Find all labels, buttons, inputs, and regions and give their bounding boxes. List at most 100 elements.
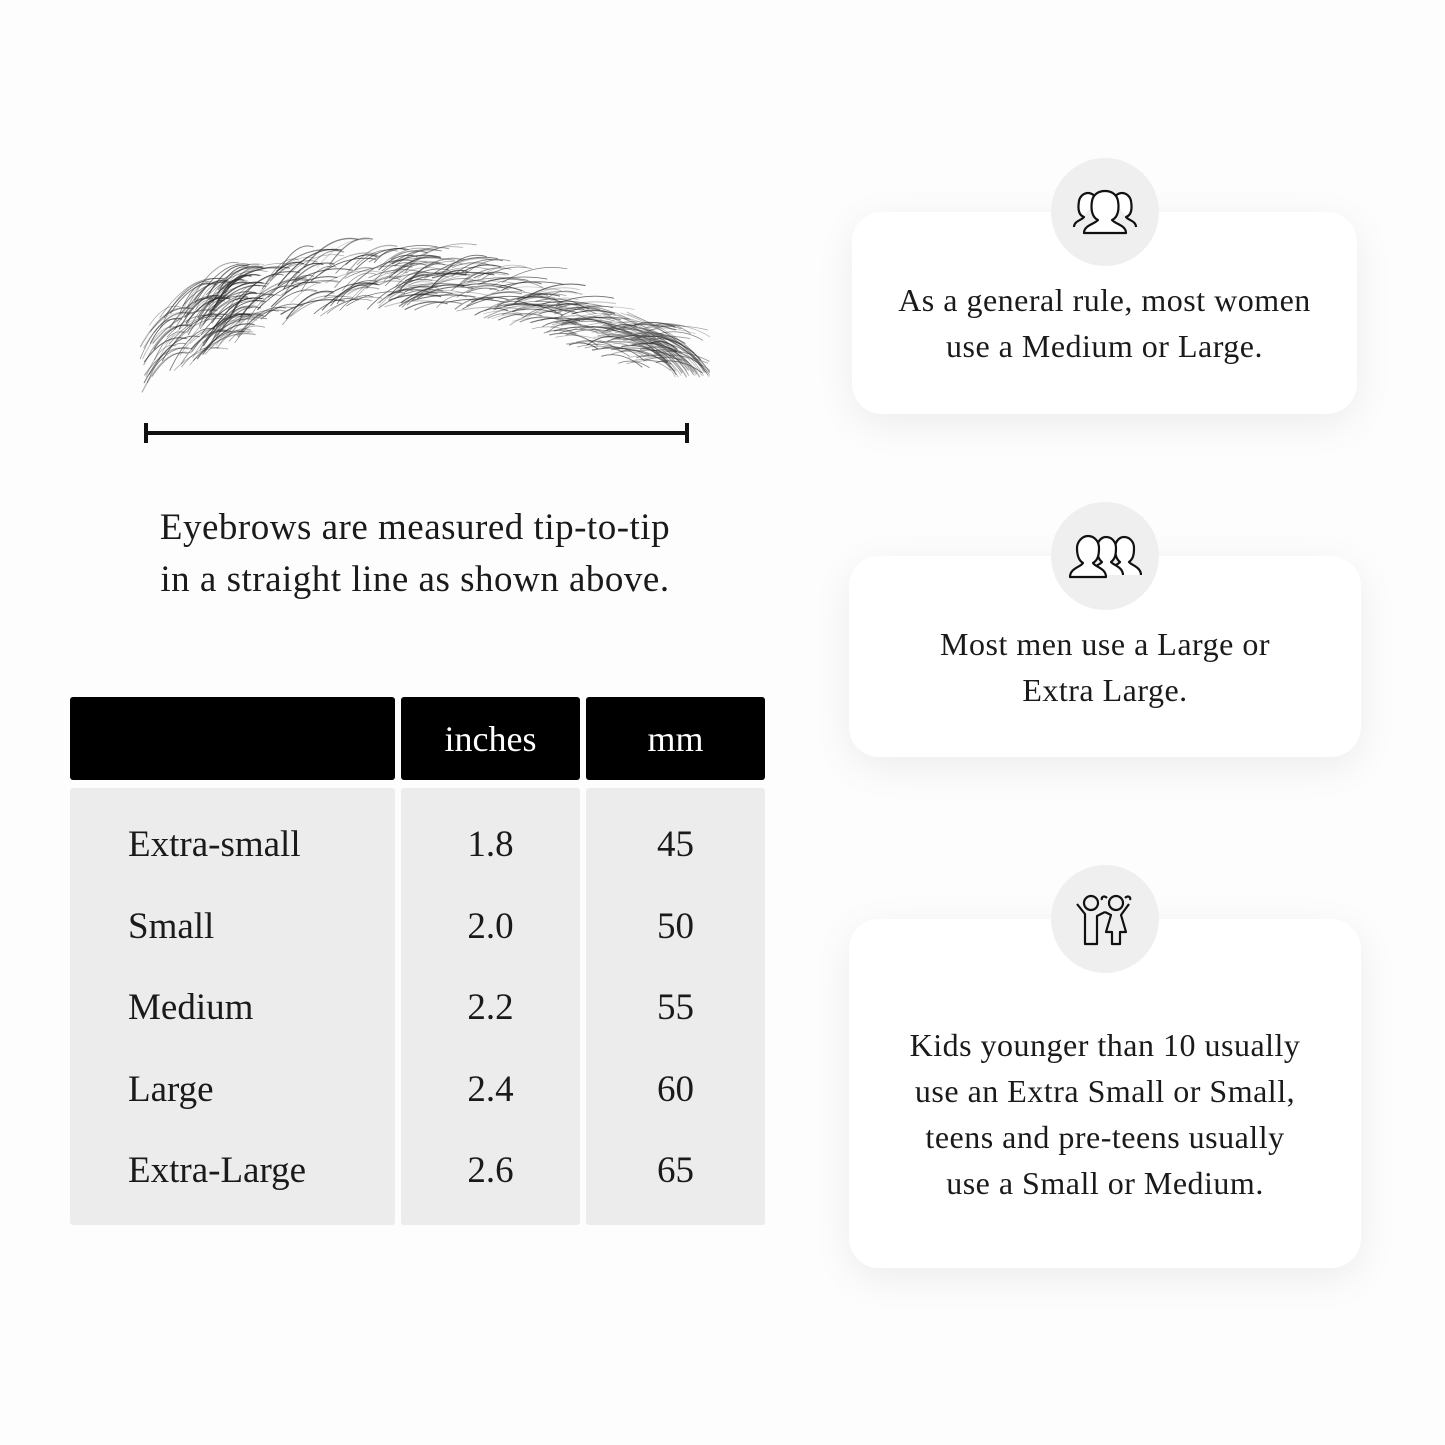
eyebrow-hair (166, 315, 215, 338)
eyebrow-hair (659, 331, 704, 341)
eyebrow-hair (274, 290, 318, 306)
eyebrow-hair (186, 299, 215, 327)
eyebrow-hair (194, 263, 250, 304)
eyebrow-hair (653, 353, 710, 372)
eyebrow-hair (161, 315, 222, 362)
eyebrow-hair (206, 264, 249, 299)
eyebrow-hair (296, 291, 335, 308)
eyebrow-hair (336, 284, 369, 305)
measurement-caption: Eyebrows are measured tip-to-tip in a st… (90, 502, 740, 606)
eyebrow-hair (366, 279, 433, 310)
eyebrow-hair (638, 349, 683, 365)
eyebrow-hair (533, 287, 580, 296)
eyebrow-hair (218, 263, 265, 292)
eyebrow-hair (559, 329, 599, 334)
header-inches: inches (401, 697, 580, 780)
eyebrow-hair (494, 302, 543, 308)
eyebrow-hair (509, 310, 562, 326)
eyebrow-hair (139, 318, 178, 360)
eyebrow-hair (222, 306, 253, 327)
eyebrow-hair (591, 331, 677, 375)
eyebrow-hair (189, 318, 258, 344)
eyebrow-hair (601, 346, 644, 361)
eyebrow-hair (227, 263, 292, 288)
eyebrow-hair (404, 301, 448, 311)
eyebrow-hair (618, 360, 650, 369)
eyebrow-hair (178, 294, 222, 330)
eyebrow-hair (491, 291, 544, 298)
eyebrow-hair (374, 262, 415, 282)
eyebrow-hair (199, 313, 245, 351)
eyebrow-hair (560, 316, 630, 326)
eyebrow-hair (501, 281, 542, 291)
eyebrow-hair (350, 259, 414, 288)
eyebrow-hair (401, 291, 438, 308)
eyebrow-hair (597, 321, 683, 374)
eyebrow-hair (613, 341, 652, 348)
size-name-cell: Small (128, 905, 215, 947)
eyebrow-hair (354, 248, 409, 271)
eyebrow-hair (212, 284, 267, 312)
eyebrow-hair (366, 277, 401, 289)
eyebrow-hair (524, 296, 557, 301)
eyebrow-hair (154, 331, 185, 361)
eyebrow-hair (368, 269, 421, 279)
eyebrow-hair (149, 317, 183, 344)
eyebrow-hair (331, 286, 380, 301)
card-text: As a general rule, most women (898, 282, 1311, 318)
eyebrow-hair (554, 306, 600, 315)
eyebrow-hair (340, 282, 378, 297)
eyebrow-hair (601, 333, 688, 377)
eyebrow-hair (414, 257, 465, 275)
eyebrow-hair (608, 322, 694, 373)
eyebrow-hair (409, 243, 477, 265)
eyebrow-hair (477, 276, 548, 285)
eyebrow-hair (434, 256, 498, 274)
eyebrow-hair (310, 257, 377, 282)
eyebrow-hair (145, 344, 177, 378)
eyebrow-hair (141, 352, 188, 393)
eyebrow-hair (483, 310, 522, 315)
kids-icon (1051, 865, 1159, 973)
eyebrow-hair (222, 267, 262, 298)
eyebrow-hair (527, 288, 562, 297)
measurement-line (144, 423, 689, 443)
eyebrow-hair (616, 326, 672, 342)
eyebrow-hair (316, 239, 372, 268)
eyebrow-hair (378, 281, 434, 307)
eyebrow-hair (169, 328, 216, 372)
inches-column (401, 788, 580, 1225)
eyebrow-hair (568, 342, 599, 350)
eyebrow-hair (555, 316, 622, 324)
eyebrow-hair (591, 328, 677, 376)
eyebrow-hair (218, 266, 248, 293)
eyebrow-hair (303, 237, 359, 268)
eyebrow-hair (620, 312, 706, 373)
eyebrow-hair (621, 324, 707, 374)
eyebrow-hair (228, 325, 265, 342)
eyebrow-hair (591, 347, 650, 356)
eyebrow-hair (225, 284, 261, 315)
eyebrow-hair (474, 307, 509, 316)
eyebrow-hair (541, 320, 578, 328)
eyebrow-hair (285, 290, 334, 320)
eyebrow-hair (239, 285, 299, 318)
eyebrow-hair (288, 254, 345, 275)
eyebrow-hair (441, 272, 507, 282)
eyebrow-hair (403, 246, 464, 268)
eyebrow-hair (214, 313, 249, 341)
eyebrow-hair (414, 301, 462, 311)
eyebrow-hair (617, 334, 703, 377)
eyebrow-hair (481, 266, 532, 280)
eyebrow-hair (209, 281, 248, 316)
eyebrow-hair (522, 306, 589, 320)
eyebrow-hair (584, 345, 630, 357)
eyebrow-hair (487, 312, 524, 319)
eyebrow-hair (300, 265, 337, 292)
eyebrow-hair (379, 289, 414, 304)
eyebrow-hair (211, 278, 245, 303)
eyebrow-hair (388, 256, 442, 278)
eyebrow-hair (461, 283, 523, 292)
eyebrow-hair (536, 290, 583, 296)
card-text: Kids younger than 10 usually use an Extr… (909, 1026, 1301, 1201)
